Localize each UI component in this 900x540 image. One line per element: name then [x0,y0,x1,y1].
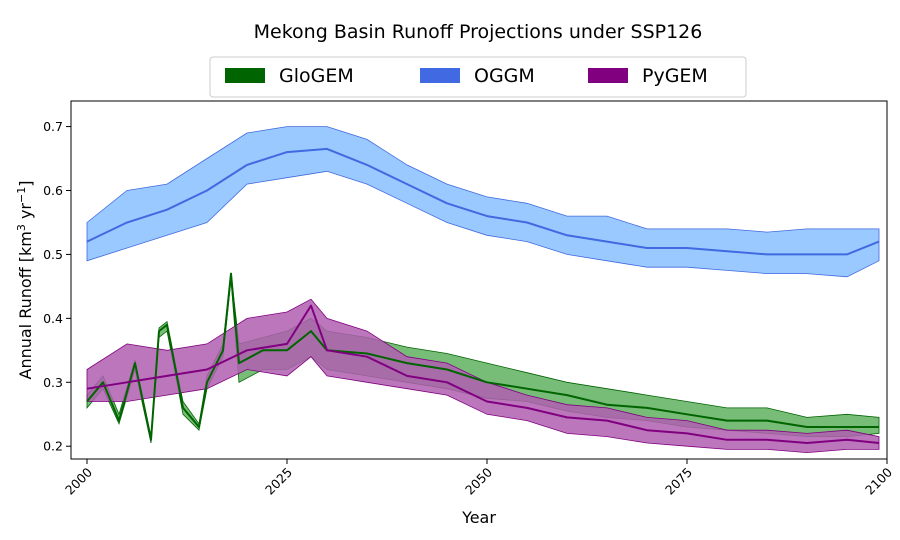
y-tick-label: 0.7 [43,119,63,134]
y-tick-label: 0.4 [43,311,63,326]
y-tick-label: 0.5 [43,247,63,262]
x-tick-label: 2100 [862,464,895,497]
legend-frame [209,56,747,98]
series-bands [86,126,880,454]
oggm-mean-line [86,147,880,256]
glogem-mean-line [86,272,879,441]
y-label-mid: yr [16,203,35,225]
y-axis: 0.2 0.3 0.4 0.5 0.6 0.7 [43,119,71,454]
legend-label-pygem: PyGEM [642,65,708,87]
legend-label-oggm: OGGM [474,65,535,87]
pygem-mean-line [86,304,880,444]
y-tick-label: 0.6 [43,183,63,198]
pygem-uncertainty-band [86,298,880,454]
x-tick-label: 2000 [62,464,95,497]
y-label-end: ] [16,181,35,187]
x-tick-label: 2050 [462,464,495,497]
x-axis-label: Year [461,508,496,527]
chart-title: Mekong Basin Runoff Projections under SS… [254,21,703,43]
x-tick-label: 2025 [262,465,295,498]
legend-swatch-pygem [588,68,628,83]
y-label-base: Annual Runoff [km [16,231,35,379]
y-axis-label: Annual Runoff [km3 yr−1] [15,181,35,380]
oggm-uncertainty-band [86,126,880,278]
legend: GloGEM OGGM PyGEM [209,56,747,98]
x-axis: 2000 2025 2050 2075 2100 [62,459,895,498]
y-label-sup-1: 3 [15,224,28,231]
plot-frame [70,100,888,460]
legend-label-gloGEM: GloGEM [279,65,354,87]
y-tick-label: 0.3 [43,375,63,390]
y-label-sup-2: −1 [15,187,28,203]
x-tick-label: 2075 [662,465,695,498]
y-tick-label: 0.2 [43,439,63,454]
series-lines [86,147,880,444]
legend-swatch-gloGEM [225,68,265,83]
legend-swatch-oggm [420,68,460,83]
